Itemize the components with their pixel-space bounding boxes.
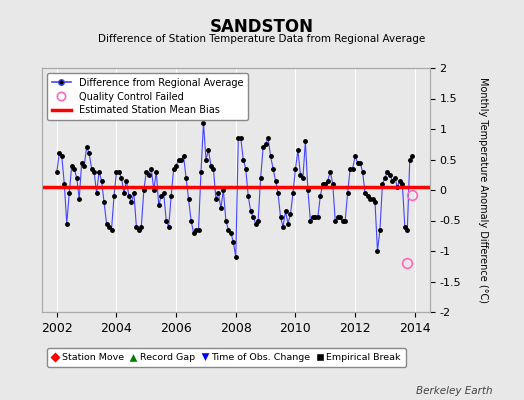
Legend: Station Move, Record Gap, Time of Obs. Change, Empirical Break: Station Move, Record Gap, Time of Obs. C… xyxy=(47,348,406,367)
Text: Berkeley Earth: Berkeley Earth xyxy=(416,386,493,396)
Text: Difference of Station Temperature Data from Regional Average: Difference of Station Temperature Data f… xyxy=(99,34,425,44)
Text: SANDSTON: SANDSTON xyxy=(210,18,314,36)
Y-axis label: Monthly Temperature Anomaly Difference (°C): Monthly Temperature Anomaly Difference (… xyxy=(478,77,488,303)
